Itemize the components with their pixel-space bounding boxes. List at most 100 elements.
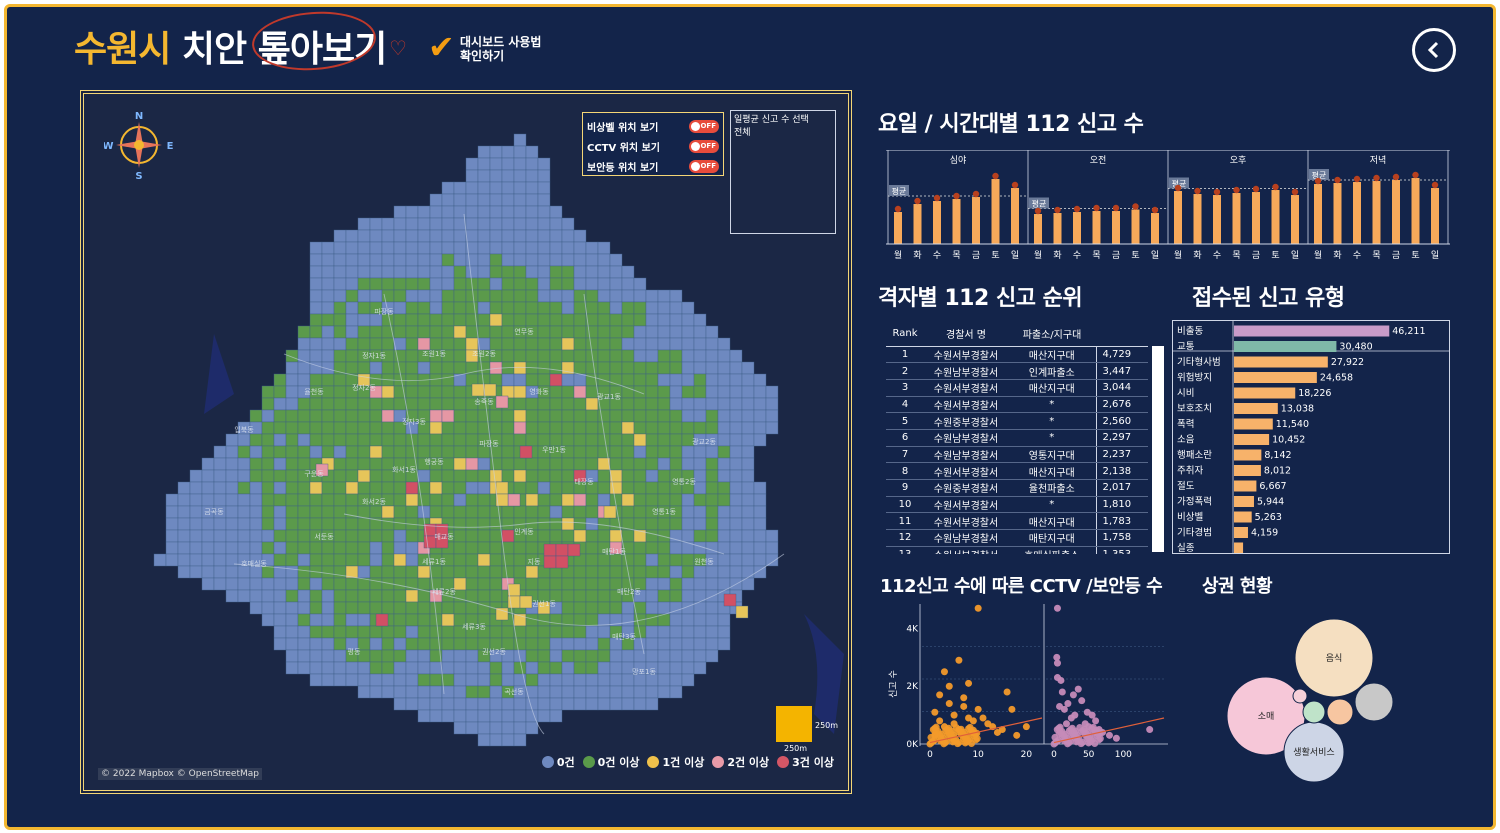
data-point[interactable] <box>1053 604 1061 612</box>
hotspot-cell[interactable] <box>507 493 521 507</box>
grid-cell[interactable] <box>681 373 695 387</box>
hotspot-cell[interactable] <box>483 383 497 397</box>
grid-cell[interactable] <box>333 421 347 435</box>
bar[interactable] <box>991 179 1000 244</box>
grid-cell[interactable] <box>549 625 563 639</box>
grid-cell[interactable] <box>321 301 335 315</box>
grid-cell[interactable] <box>633 325 647 339</box>
bar[interactable] <box>1411 178 1420 244</box>
grid-cell[interactable] <box>417 385 431 399</box>
grid-cell[interactable] <box>633 421 647 435</box>
grid-cell[interactable] <box>549 433 563 447</box>
grid-cell[interactable] <box>465 265 479 279</box>
grid-cell[interactable] <box>261 457 275 471</box>
grid-cell[interactable] <box>321 421 335 435</box>
grid-cell[interactable] <box>549 325 563 339</box>
grid-cell[interactable] <box>669 613 683 627</box>
grid-cell[interactable] <box>345 601 359 615</box>
grid-cell[interactable] <box>381 409 395 423</box>
grid-cell[interactable] <box>417 229 431 243</box>
grid-cell[interactable] <box>633 517 647 531</box>
data-point[interactable] <box>1112 734 1120 742</box>
grid-cell[interactable] <box>645 361 659 375</box>
data-point[interactable] <box>945 682 953 690</box>
bar[interactable] <box>1234 480 1257 492</box>
grid-cell[interactable] <box>381 361 395 375</box>
data-point[interactable] <box>1008 705 1016 713</box>
grid-cell[interactable] <box>645 325 659 339</box>
grid-cell[interactable] <box>513 373 527 387</box>
grid-cell[interactable] <box>633 349 647 363</box>
grid-cell[interactable] <box>573 373 587 387</box>
grid-cell[interactable] <box>297 493 311 507</box>
data-point[interactable] <box>940 668 948 676</box>
grid-cell[interactable] <box>585 289 599 303</box>
grid-cell[interactable] <box>333 409 347 423</box>
grid-cell[interactable] <box>189 553 203 567</box>
data-point[interactable] <box>936 717 944 725</box>
grid-cell[interactable] <box>249 493 263 507</box>
grid-cell[interactable] <box>225 445 239 459</box>
grid-cell[interactable] <box>585 541 599 555</box>
grid-cell[interactable] <box>669 541 683 555</box>
grid-cell[interactable] <box>213 469 227 483</box>
bubble[interactable] <box>1292 688 1308 704</box>
grid-cell[interactable] <box>285 445 299 459</box>
grid-cell[interactable] <box>285 361 299 375</box>
grid-cell[interactable] <box>297 421 311 435</box>
grid-cell[interactable] <box>453 481 467 495</box>
grid-cell[interactable] <box>597 349 611 363</box>
grid-cell[interactable] <box>465 721 479 735</box>
grid-cell[interactable] <box>489 541 503 555</box>
toggle-switch[interactable]: OFF <box>689 119 719 133</box>
grid-cell[interactable] <box>321 565 335 579</box>
grid-cell[interactable] <box>357 217 371 231</box>
grid-cell[interactable] <box>525 649 539 663</box>
bar[interactable] <box>1431 188 1439 244</box>
grid-cell[interactable] <box>321 625 335 639</box>
grid-cell[interactable] <box>573 697 587 711</box>
grid-cell[interactable] <box>189 565 203 579</box>
grid-cell[interactable] <box>405 229 419 243</box>
grid-cell[interactable] <box>597 613 611 627</box>
grid-cell[interactable] <box>225 469 239 483</box>
grid-cell[interactable] <box>453 469 467 483</box>
grid-cell[interactable] <box>549 289 563 303</box>
grid-cell[interactable] <box>381 229 395 243</box>
grid-cell[interactable] <box>717 337 731 351</box>
grid-cell[interactable] <box>657 349 671 363</box>
grid-cell[interactable] <box>537 577 551 591</box>
grid-cell[interactable] <box>609 529 623 543</box>
grid-cell[interactable] <box>441 625 455 639</box>
grid-cell[interactable] <box>537 493 551 507</box>
data-point[interactable] <box>998 726 1006 734</box>
grid-cell[interactable] <box>381 385 395 399</box>
grid-cell[interactable] <box>561 373 575 387</box>
grid-cell[interactable] <box>345 253 359 267</box>
grid-cell[interactable] <box>309 577 323 591</box>
grid-cell[interactable] <box>225 481 239 495</box>
grid-cell[interactable] <box>249 457 263 471</box>
grid-cell[interactable] <box>273 505 287 519</box>
grid-cell[interactable] <box>765 397 779 411</box>
data-point[interactable] <box>1085 723 1093 731</box>
grid-cell[interactable] <box>621 649 635 663</box>
grid-cell[interactable] <box>573 457 587 471</box>
grid-cell[interactable] <box>681 361 695 375</box>
grid-cell[interactable] <box>657 541 671 555</box>
grid-cell[interactable] <box>441 181 455 195</box>
grid-cell[interactable] <box>501 277 515 291</box>
grid-cell[interactable] <box>525 409 539 423</box>
grid-cell[interactable] <box>669 301 683 315</box>
data-point[interactable] <box>1069 691 1077 699</box>
grid-cell[interactable] <box>525 577 539 591</box>
grid-cell[interactable] <box>429 397 443 411</box>
grid-cell[interactable] <box>333 385 347 399</box>
grid-cell[interactable] <box>489 217 503 231</box>
grid-cell[interactable] <box>633 289 647 303</box>
grid-cell[interactable] <box>729 445 743 459</box>
grid-cell[interactable] <box>585 325 599 339</box>
grid-cell[interactable] <box>405 541 419 555</box>
grid-cell[interactable] <box>273 613 287 627</box>
grid-cell[interactable] <box>333 241 347 255</box>
